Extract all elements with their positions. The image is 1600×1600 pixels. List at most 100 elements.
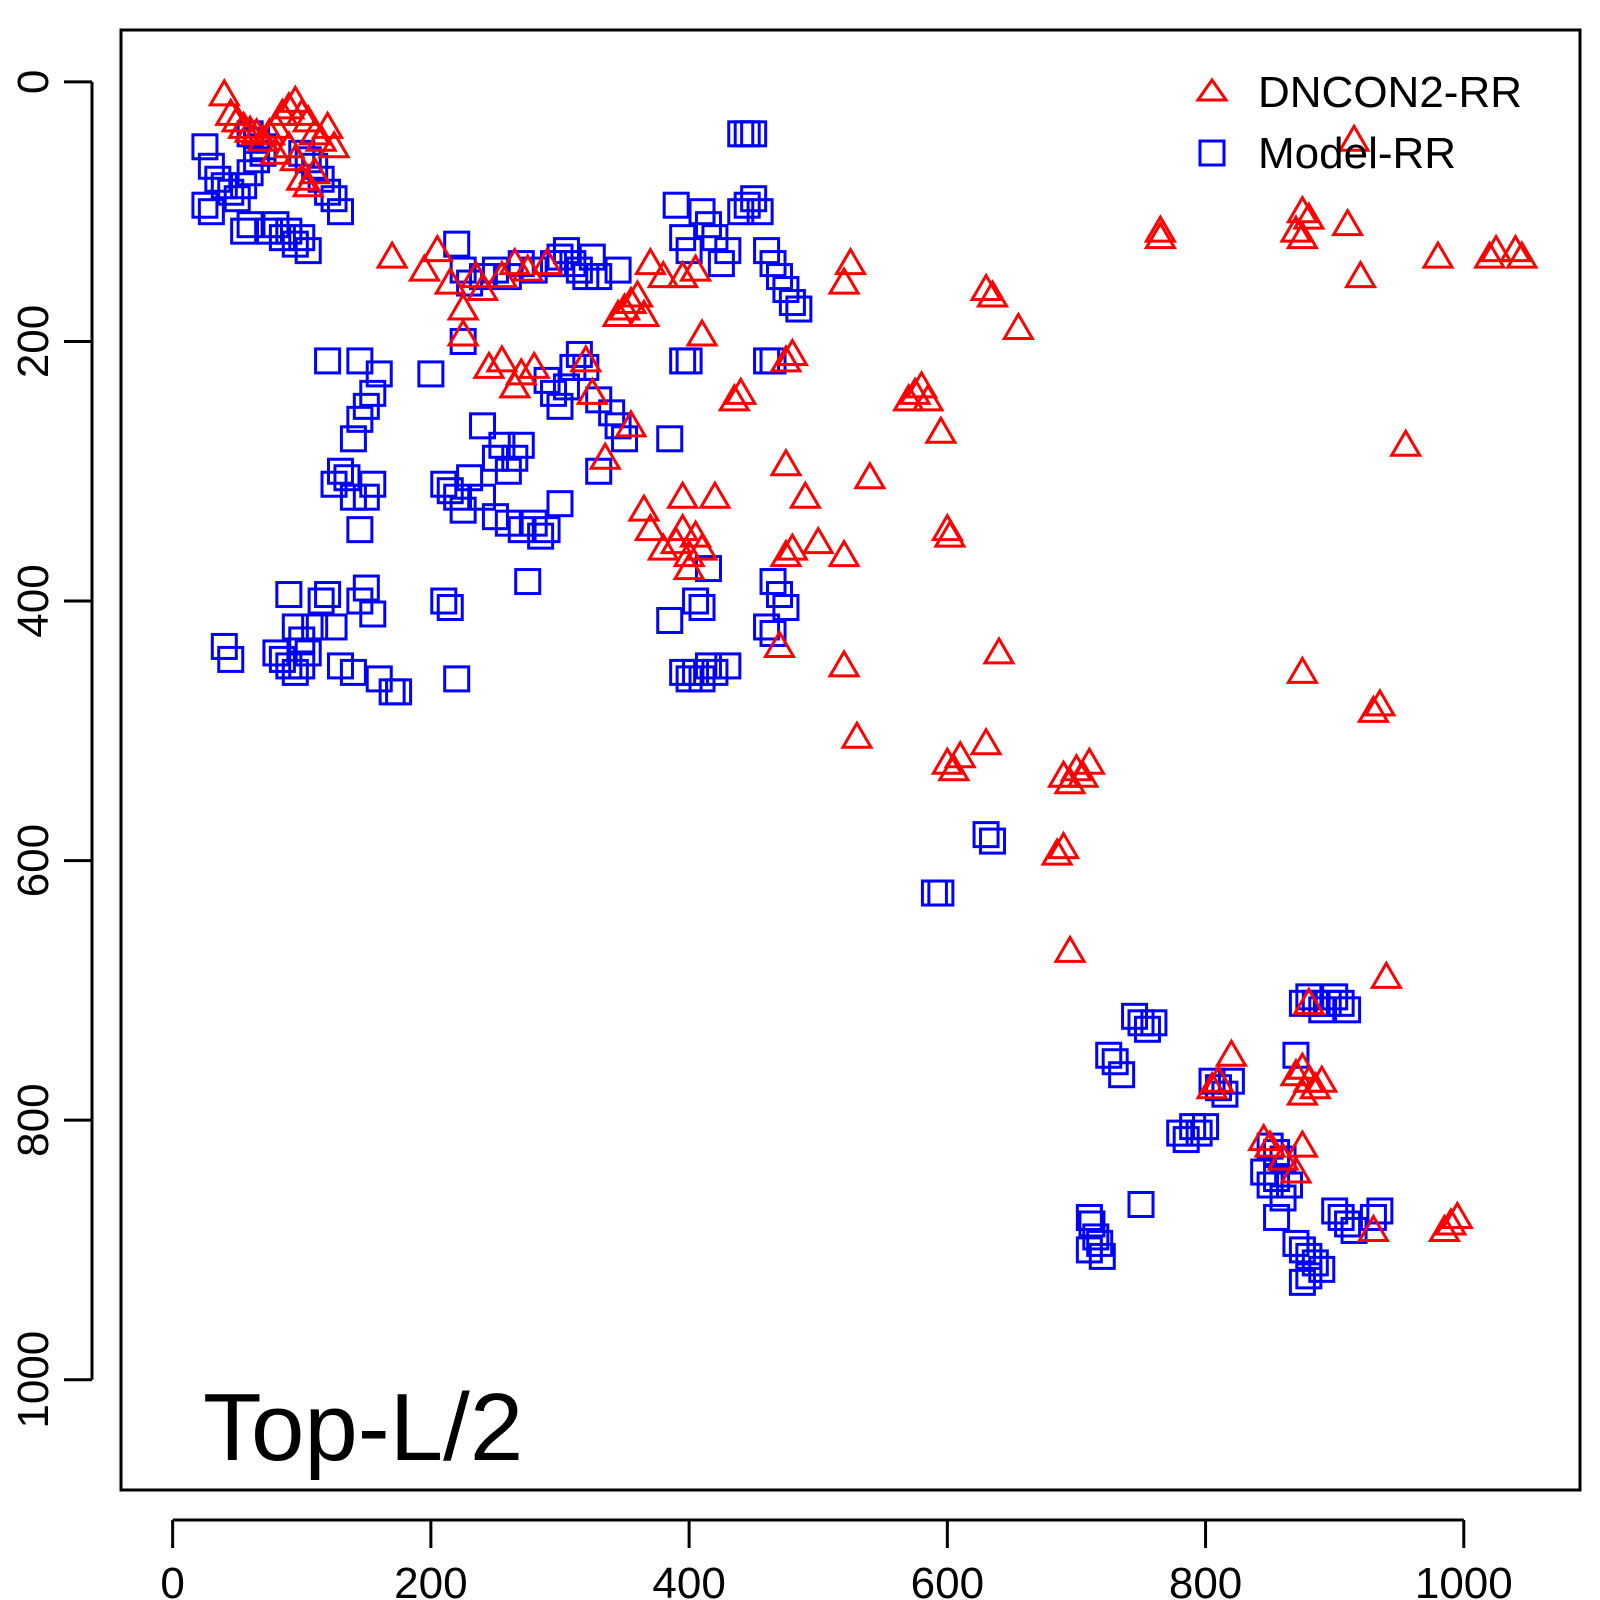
point-dncon2-rr — [1053, 934, 1087, 963]
point-model-rr — [675, 237, 703, 265]
y-axis: 0 200 400 600 800 1000 — [9, 70, 94, 1429]
point-dncon2-rr — [646, 532, 680, 561]
point-dncon2-rr — [588, 441, 622, 470]
point-dncon2-rr — [227, 110, 261, 139]
point-model-rr — [417, 360, 445, 388]
point-dncon2-rr — [1285, 220, 1320, 250]
point-model-rr — [339, 658, 367, 686]
point-model-rr — [675, 347, 703, 375]
point-dncon2-rr — [930, 746, 964, 775]
point-dncon2-rr — [1059, 752, 1094, 782]
point-model-rr — [1198, 1067, 1226, 1095]
point-dncon2-rr — [627, 298, 661, 328]
point-model-rr — [546, 490, 574, 518]
point-model-rr — [320, 613, 348, 641]
point-dncon2-rr — [762, 629, 797, 658]
point-dncon2-rr — [1143, 220, 1177, 250]
point-model-rr — [1133, 1015, 1161, 1043]
point-model-rr — [714, 652, 742, 680]
point-dncon2-rr — [769, 538, 803, 568]
point-dncon2-rr — [485, 343, 519, 373]
point-dncon2-rr — [788, 480, 822, 509]
point-model-rr — [339, 425, 367, 453]
point-model-rr — [1217, 1067, 1245, 1095]
point-model-rr — [972, 821, 1000, 849]
point-dncon2-rr — [278, 142, 312, 172]
point-model-rr — [301, 613, 329, 641]
point-model-rr — [1366, 1197, 1394, 1225]
point-model-rr — [385, 678, 413, 706]
point-model-rr — [197, 198, 225, 226]
point-dncon2-rr — [853, 460, 887, 490]
point-dncon2-rr — [666, 512, 700, 542]
point-dncon2-rr — [646, 259, 680, 289]
point-model-rr — [753, 613, 781, 641]
point-dncon2-rr — [1343, 259, 1378, 289]
point-dncon2-rr — [1473, 240, 1507, 269]
point-dncon2-rr — [969, 726, 1003, 756]
x-tick-label: 0 — [160, 1559, 184, 1600]
point-model-rr — [778, 289, 806, 317]
point-dncon2-rr — [207, 77, 241, 107]
point-dncon2-rr — [975, 279, 1010, 308]
point-dncon2-rr — [1337, 123, 1371, 152]
legend-marker-dncon2-rr — [1195, 77, 1229, 102]
point-model-rr — [326, 198, 354, 226]
point-dncon2-rr — [1292, 201, 1326, 230]
point-model-rr — [326, 457, 354, 485]
point-model-rr — [1108, 1061, 1136, 1089]
point-model-rr — [714, 237, 742, 265]
point-dncon2-rr — [698, 480, 732, 509]
point-model-rr — [1127, 1190, 1155, 1218]
point-dncon2-rr — [1001, 311, 1035, 340]
point-dncon2-rr — [1046, 830, 1081, 860]
y-tick-label: 400 — [9, 564, 58, 637]
point-model-rr — [217, 645, 245, 673]
plot-frame — [119, 28, 1582, 1492]
point-dncon2-rr — [252, 116, 287, 146]
point-model-rr — [430, 587, 458, 615]
point-dncon2-rr — [1279, 1057, 1313, 1087]
point-dncon2-rr — [1363, 687, 1397, 717]
point-model-rr — [533, 516, 561, 544]
point-dncon2-rr — [1247, 1122, 1281, 1152]
point-model-rr — [443, 230, 471, 258]
point-dncon2-rr — [1040, 837, 1074, 866]
y-tick-label: 200 — [9, 305, 58, 378]
x-tick-label: 800 — [1169, 1559, 1242, 1600]
x-tick-label: 400 — [652, 1559, 725, 1600]
point-dncon2-rr — [433, 266, 467, 295]
point-dncon2-rr — [375, 240, 409, 269]
point-dncon2-rr — [446, 318, 480, 347]
point-dncon2-rr — [298, 116, 332, 146]
point-model-rr — [1075, 1203, 1103, 1231]
point-dncon2-rr — [498, 246, 532, 276]
legend-label-model-rr: Model-RR — [1258, 129, 1456, 178]
point-dncon2-rr — [969, 272, 1003, 302]
x-tick-label: 200 — [394, 1559, 467, 1600]
point-model-rr — [656, 425, 684, 453]
point-dncon2-rr — [420, 233, 454, 263]
point-dncon2-rr — [827, 648, 861, 678]
point-dncon2-rr — [911, 382, 945, 412]
point-model-rr — [1140, 1009, 1168, 1037]
point-model-rr — [191, 191, 219, 219]
point-model-rr — [662, 191, 690, 219]
point-dncon2-rr — [1279, 1155, 1313, 1184]
point-model-rr — [191, 133, 219, 161]
point-model-rr — [578, 243, 606, 271]
point-dncon2-rr — [1421, 240, 1455, 269]
point-dncon2-rr — [775, 337, 810, 366]
point-dncon2-rr — [1356, 1213, 1391, 1242]
point-dncon2-rr — [504, 356, 538, 386]
point-dncon2-rr — [775, 532, 810, 561]
point-dncon2-rr — [678, 253, 713, 282]
x-axis: 0 200 400 600 800 1000 — [160, 1518, 1513, 1600]
point-model-rr — [733, 120, 761, 148]
point-dncon2-rr — [1214, 1038, 1249, 1067]
point-model-rr — [346, 405, 374, 433]
point-dncon2-rr — [1479, 233, 1513, 263]
point-model-rr — [294, 237, 322, 265]
point-model-rr — [669, 347, 697, 375]
point-dncon2-rr — [924, 415, 958, 444]
